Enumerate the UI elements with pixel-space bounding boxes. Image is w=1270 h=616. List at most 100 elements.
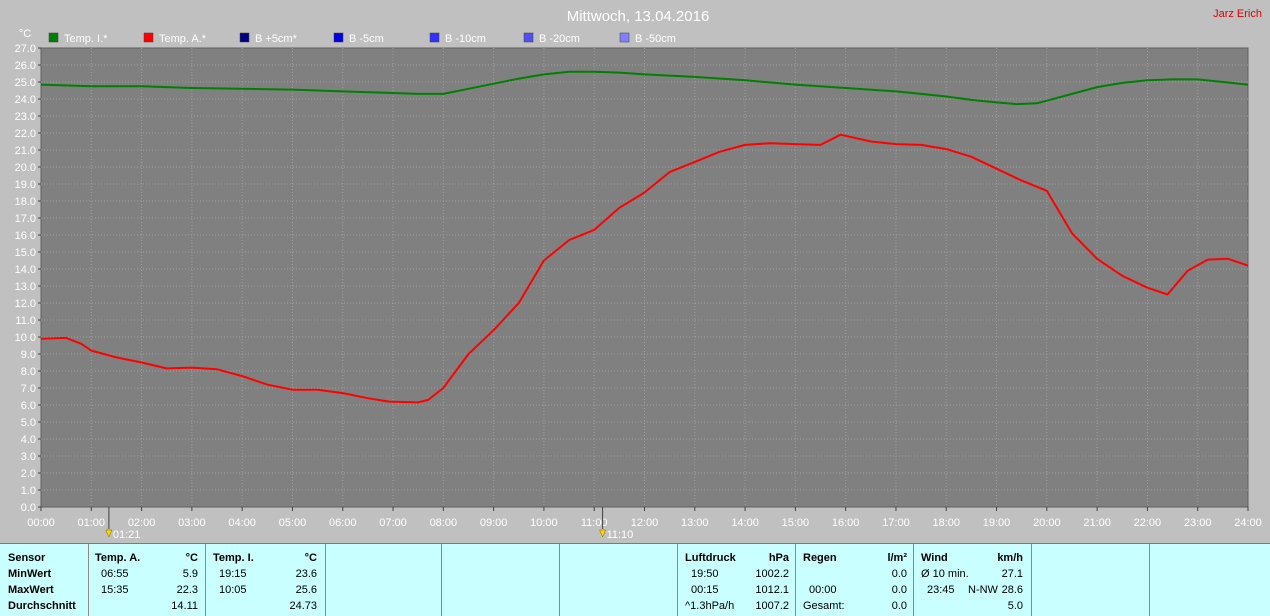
x-tick-label: 02:00 <box>128 517 156 529</box>
x-tick-label: 19:00 <box>983 517 1011 529</box>
pressure-trend: ^1.3hPa/h <box>685 600 735 612</box>
stats-panel: Sensor MinWert MaxWert Durchschnitt Temp… <box>0 543 1270 616</box>
y-tick-label: 13.0 <box>15 281 36 293</box>
y-tick-label: 5.0 <box>21 417 36 429</box>
rain-total-label: Gesamt: <box>803 600 845 612</box>
x-tick-label: 20:00 <box>1033 517 1061 529</box>
marker-time-label: 11:10 <box>607 529 634 541</box>
y-tick-label: 11.0 <box>15 315 36 327</box>
rain-row2-time: 00:00 <box>809 584 837 596</box>
temperature-chart: Mittwoch, 13.04.2016 Jarz Erich °C Temp.… <box>14 8 1262 541</box>
column-divider <box>325 544 326 616</box>
series-lines <box>40 70 1249 404</box>
legend: Temp. I.* Temp. A.* B +5cm* B -5cm B -10cm B … <box>48 32 676 45</box>
x-tick-label: 24:00 <box>1234 517 1262 529</box>
y-tick-label: 4.0 <box>21 434 36 446</box>
rain-unit: l/m² <box>887 552 907 564</box>
y-tick-label: 17.0 <box>15 213 36 225</box>
series-line-temp-i <box>40 70 1249 106</box>
wind-avg-label: Ø 10 min. <box>921 568 969 580</box>
x-tick-label: 13:00 <box>681 517 709 529</box>
temp-i-min-time: 19:15 <box>219 568 247 580</box>
rain-row2-value: 0.0 <box>891 584 907 596</box>
y-tick-label: 24.0 <box>15 94 36 106</box>
y-tick-label: 6.0 <box>21 400 36 412</box>
x-tick-label: 21:00 <box>1083 517 1111 529</box>
y-tick-label: 18.0 <box>15 196 36 208</box>
column-divider <box>677 544 678 616</box>
legend-label: Temp. I.* <box>64 33 108 45</box>
temp-i-max-value: 25.6 <box>295 584 317 596</box>
x-tick-label: 03:00 <box>178 517 206 529</box>
temp-i-avg-value: 24.73 <box>289 600 317 612</box>
event-markers: 01:21 11:10 <box>105 507 634 541</box>
y-tick-label: 9.0 <box>21 349 36 361</box>
row-label-max: MaxWert <box>8 584 54 596</box>
author-label: Jarz Erich <box>1213 8 1262 20</box>
wind-avg-value: 27.1 <box>1001 568 1023 580</box>
rain-header: Regen <box>803 552 837 564</box>
rain-row1-value: 0.0 <box>891 568 907 580</box>
temp-a-min-time: 06:55 <box>101 568 129 580</box>
x-tick-label: 23:00 <box>1184 517 1212 529</box>
plot-area <box>40 47 1249 508</box>
wind-header: Wind <box>921 552 948 564</box>
y-tick-label: 7.0 <box>21 383 36 395</box>
y-axis-unit: °C <box>19 28 31 40</box>
x-tick-label: 09:00 <box>480 517 508 529</box>
temp-a-avg-value: 14.11 <box>171 600 198 612</box>
sun-icon <box>599 529 606 538</box>
legend-swatch <box>143 32 154 43</box>
x-tick-label: 00:00 <box>27 517 55 529</box>
wind-gust-time: 23:45 <box>927 584 955 596</box>
x-tick-label: 17:00 <box>882 517 910 529</box>
sunrise-icon <box>105 529 113 538</box>
y-tick-label: 19.0 <box>15 179 36 191</box>
rain-total-value: 0.0 <box>891 600 907 612</box>
temp-i-unit: °C <box>304 552 317 564</box>
x-tick-label: 12:00 <box>631 517 659 529</box>
y-tick-label: 1.0 <box>21 485 36 497</box>
y-tick-label: 25.0 <box>15 77 36 89</box>
y-tick-label: 16.0 <box>15 230 36 242</box>
column-divider <box>1149 544 1150 616</box>
x-tick-label: 11:00 <box>581 517 608 529</box>
x-tick-label: 16:00 <box>832 517 860 529</box>
row-label-avg: Durchschnitt <box>8 600 76 612</box>
x-tick-label: 14:00 <box>731 517 759 529</box>
temp-a-max-value: 22.3 <box>176 584 198 596</box>
x-tick-label: 18:00 <box>932 517 960 529</box>
y-tick-label: 14.0 <box>15 264 36 276</box>
y-tick-label: 15.0 <box>15 247 36 259</box>
temp-a-max-time: 15:35 <box>101 584 129 596</box>
legend-swatch <box>333 32 344 43</box>
legend-label: B -20cm <box>539 33 580 45</box>
legend-swatch <box>239 32 250 43</box>
column-divider <box>441 544 442 616</box>
legend-swatch <box>619 32 630 43</box>
column-divider <box>205 544 206 616</box>
pressure-unit: hPa <box>768 552 789 564</box>
x-tick-label: 01:00 <box>78 517 106 529</box>
x-tick-label: 10:00 <box>530 517 558 529</box>
y-tick-label: 3.0 <box>21 451 36 463</box>
column-divider <box>1031 544 1032 616</box>
y-tick-label: 22.0 <box>15 128 36 140</box>
x-tick-label: 22:00 <box>1134 517 1162 529</box>
wind-row3-value: 5.0 <box>1007 600 1023 612</box>
temp-i-header: Temp. I. <box>213 552 254 564</box>
wind-gust-direction: N-NW <box>968 584 998 596</box>
legend-swatch <box>48 32 59 43</box>
x-tick-label: 07:00 <box>379 517 407 529</box>
x-axis: 00:00 01:00 02:00 03:00 04:00 05:00 06:00 07:00… <box>27 507 1262 529</box>
grid <box>41 48 1248 507</box>
legend-swatch <box>429 32 440 43</box>
y-tick-label: 23.0 <box>15 111 36 123</box>
y-axis: 0.0 1.0 2.0 3.0 4.0 5.0 6.0 7.0 8.0 9.0 10.0 11.0 12… <box>15 43 41 514</box>
y-tick-label: 12.0 <box>15 298 36 310</box>
temp-a-unit: °C <box>185 552 198 564</box>
temp-a-header: Temp. A. <box>95 552 141 564</box>
pressure-header: Luftdruck <box>685 552 736 564</box>
temp-i-min-value: 23.6 <box>295 568 317 580</box>
legend-label: B -10cm <box>445 33 486 45</box>
